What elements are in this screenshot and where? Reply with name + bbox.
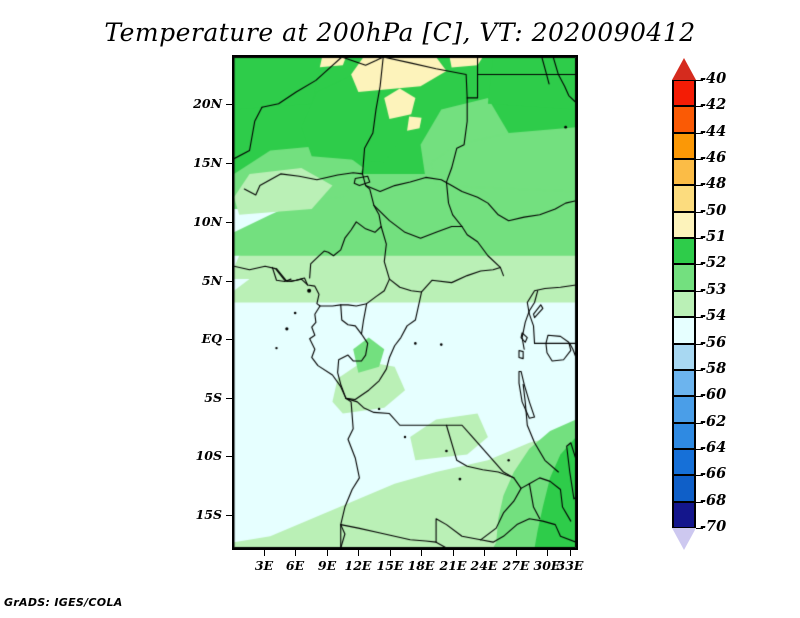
longitude-tick xyxy=(453,550,454,556)
colorbar-tick xyxy=(696,185,703,186)
longitude-tick xyxy=(421,550,422,556)
colorbar-tick xyxy=(696,449,703,450)
colorbar-label-minus54: -54 xyxy=(700,307,727,324)
colorbar xyxy=(672,58,696,550)
colorbar-band xyxy=(672,396,696,423)
latitude-tick xyxy=(226,104,232,105)
latitude-label-5n: 5N xyxy=(201,273,222,288)
longitude-tick xyxy=(264,550,265,556)
latitude-label-20n: 20N xyxy=(193,96,222,111)
colorbar-band xyxy=(672,369,696,397)
colorbar-band xyxy=(672,264,696,291)
attribution-footer: GrADS: IGES/COLA xyxy=(4,596,123,609)
colorbar-label-minus60: -60 xyxy=(700,386,727,403)
longitude-tick xyxy=(295,550,296,556)
map-plot-area xyxy=(232,55,578,550)
colorbar-tick xyxy=(696,344,703,345)
colorbar-label-minus64: -64 xyxy=(700,439,727,456)
colorbar-band xyxy=(672,159,696,186)
colorbar-band xyxy=(672,501,696,528)
longitude-tick xyxy=(570,550,571,556)
colorbar-label-minus56: -56 xyxy=(700,334,727,351)
colorbar-label-minus66: -66 xyxy=(700,465,727,482)
colorbar-label-minus48: -48 xyxy=(700,175,727,192)
colorbar-band xyxy=(672,185,696,212)
longitude-label-24e: 24E xyxy=(470,558,498,573)
colorbar-band xyxy=(672,317,696,344)
colorbar-tick xyxy=(696,159,703,160)
latitude-label-eq: EQ xyxy=(201,331,222,346)
colorbar-under-cap xyxy=(672,528,696,550)
colorbar-tick xyxy=(696,317,703,318)
colorbar-band xyxy=(672,106,696,133)
longitude-tick xyxy=(390,550,391,556)
latitude-tick xyxy=(226,163,232,164)
colorbar-band xyxy=(672,290,696,318)
latitude-tick xyxy=(226,515,232,516)
colorbar-label-minus58: -58 xyxy=(700,360,727,377)
longitude-label-21e: 21E xyxy=(439,558,467,573)
colorbar-label-minus52: -52 xyxy=(700,254,727,271)
colorbar-band xyxy=(672,475,696,502)
colorbar-label-minus68: -68 xyxy=(700,492,727,509)
longitude-tick xyxy=(516,550,517,556)
latitude-tick xyxy=(226,398,232,399)
latitude-label-5s: 5S xyxy=(204,390,222,405)
colorbar-tick xyxy=(696,370,703,371)
colorbar-label-minus42: -42 xyxy=(700,96,727,113)
colorbar-tick xyxy=(696,133,703,134)
colorbar-label-minus44: -44 xyxy=(700,123,727,140)
latitude-label-10s: 10S xyxy=(195,448,222,463)
colorbar-band xyxy=(672,422,696,449)
colorbar-tick xyxy=(696,264,703,265)
latitude-label-15s: 15S xyxy=(195,507,222,522)
colorbar-label-minus40: -40 xyxy=(700,70,727,87)
colorbar-label-minus46: -46 xyxy=(700,149,727,166)
colorbar-band xyxy=(672,238,696,265)
colorbar-tick xyxy=(696,238,703,239)
colorbar-tick xyxy=(696,475,703,476)
colorbar-band xyxy=(672,343,696,370)
longitude-label-9e: 9E xyxy=(317,558,337,573)
longitude-label-18e: 18E xyxy=(407,558,435,573)
colorbar-label-minus50: -50 xyxy=(700,202,727,219)
latitude-tick xyxy=(226,222,232,223)
colorbar-tick xyxy=(696,212,703,213)
longitude-label-27e: 27E xyxy=(502,558,530,573)
longitude-label-12e: 12E xyxy=(344,558,372,573)
colorbar-tick xyxy=(696,528,703,529)
colorbar-band xyxy=(672,448,696,476)
longitude-label-6e: 6E xyxy=(285,558,305,573)
colorbar-band xyxy=(672,211,696,239)
colorbar-label-minus53: -53 xyxy=(700,281,727,298)
longitude-label-15e: 15E xyxy=(376,558,404,573)
longitude-tick xyxy=(358,550,359,556)
colorbar-over-cap xyxy=(672,58,696,80)
longitude-tick xyxy=(547,550,548,556)
colorbar-tick xyxy=(696,502,703,503)
temperature-contour-map xyxy=(234,57,576,548)
latitude-tick xyxy=(226,281,232,282)
colorbar-label-minus70: -70 xyxy=(700,518,727,535)
longitude-label-33e: 33E xyxy=(556,558,584,573)
colorbar-label-minus51: -51 xyxy=(700,228,727,245)
colorbar-tick xyxy=(696,396,703,397)
colorbar-tick xyxy=(696,80,703,81)
longitude-label-30e: 30E xyxy=(533,558,561,573)
latitude-tick xyxy=(226,456,232,457)
latitude-tick xyxy=(226,339,232,340)
colorbar-tick xyxy=(696,106,703,107)
longitude-label-3e: 3E xyxy=(254,558,274,573)
latitude-label-15n: 15N xyxy=(193,155,222,170)
colorbar-band xyxy=(672,132,696,160)
longitude-tick xyxy=(327,550,328,556)
longitude-tick xyxy=(484,550,485,556)
colorbar-label-minus62: -62 xyxy=(700,413,727,430)
colorbar-tick xyxy=(696,291,703,292)
latitude-label-10n: 10N xyxy=(193,214,222,229)
colorbar-tick xyxy=(696,423,703,424)
colorbar-band xyxy=(672,80,696,107)
page-title: Temperature at 200hPa [C], VT: 202009041… xyxy=(104,18,696,47)
